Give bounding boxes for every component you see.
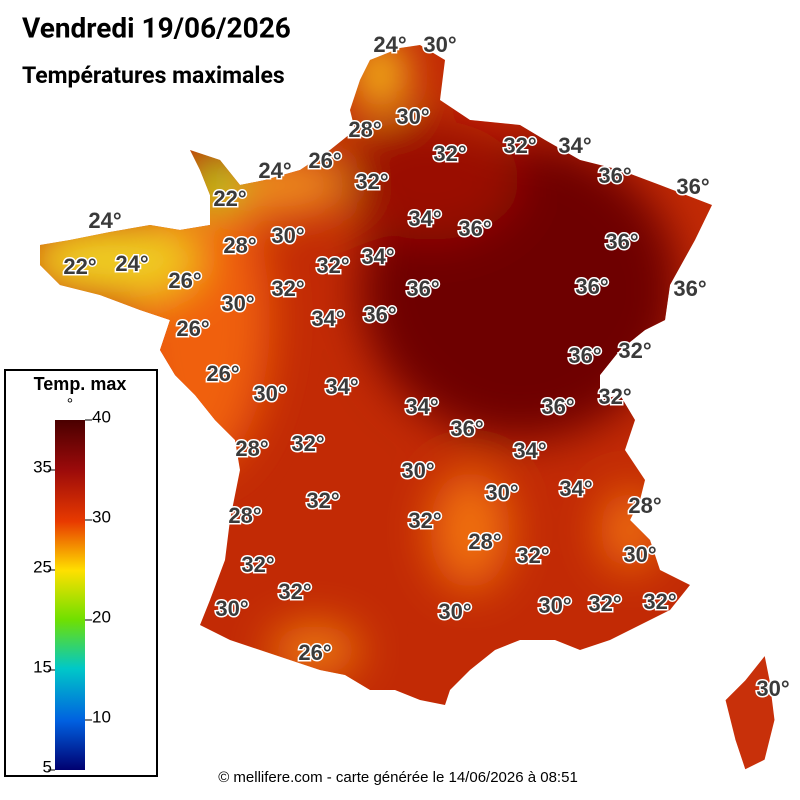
temperature-label: 36° xyxy=(458,216,491,241)
temperature-label: 36° xyxy=(673,276,706,301)
temperature-label: 32° xyxy=(516,543,549,568)
temperature-label: 34° xyxy=(361,244,394,269)
temperature-label: 32° xyxy=(433,141,466,166)
temperature-label: 32° xyxy=(278,579,311,604)
temperature-label: 22° xyxy=(213,186,246,211)
temperature-label: 34° xyxy=(405,394,438,419)
temperature-label: 36° xyxy=(575,274,608,299)
temperature-label: 36° xyxy=(605,229,638,254)
temperature-label: 32° xyxy=(241,552,274,577)
temperature-label: 30° xyxy=(485,480,518,505)
temperature-label: 28° xyxy=(348,117,381,142)
temperature-label: 30° xyxy=(221,291,254,316)
temperature-label: 32° xyxy=(316,253,349,278)
temperature-label: 24° xyxy=(115,251,148,276)
temperature-label: 26° xyxy=(176,316,209,341)
temperature-label: 34° xyxy=(325,374,358,399)
temperature-label: 36° xyxy=(541,394,574,419)
subtitle: Températures maximales xyxy=(22,62,285,89)
temperature-label: 36° xyxy=(406,276,439,301)
temperature-label: 26° xyxy=(308,148,341,173)
temperature-label: 34° xyxy=(408,206,441,231)
temperature-label: 36° xyxy=(568,343,601,368)
temperature-label: 36° xyxy=(363,302,396,327)
tick-label: 5 xyxy=(43,757,52,776)
tick-label: 35 xyxy=(33,457,52,476)
temperature-label: 30° xyxy=(623,542,656,567)
temperature-label: 30° xyxy=(396,104,429,129)
temperature-label: 32° xyxy=(291,431,324,456)
tick-label: 25 xyxy=(33,557,52,576)
temperature-label: 32° xyxy=(503,133,536,158)
tick-label: 10 xyxy=(92,707,111,726)
temperature-label: 30° xyxy=(438,599,471,624)
temperature-label: 26° xyxy=(206,361,239,386)
temperature-label: 30° xyxy=(215,596,248,621)
temperature-label: 28° xyxy=(628,493,661,518)
temperature-label: 32° xyxy=(271,276,304,301)
corsica xyxy=(724,653,776,771)
footer: © mellifere.com - carte générée le 14/06… xyxy=(218,769,578,786)
temperature-label: 32° xyxy=(598,384,631,409)
temperature-label: 30° xyxy=(271,223,304,248)
temperature-label: 30° xyxy=(423,32,456,57)
tick-label: 40 xyxy=(92,407,111,426)
temperature-label: 22° xyxy=(63,254,96,279)
tick-label: 15 xyxy=(33,657,52,676)
tick-label: 30 xyxy=(92,507,111,526)
temperature-label: 32° xyxy=(355,169,388,194)
legend-title: Temp. max xyxy=(34,374,127,394)
temperature-label: 28° xyxy=(223,233,256,258)
temperature-label: 24° xyxy=(88,208,121,233)
temperature-label: 32° xyxy=(588,591,621,616)
temperature-label: 34° xyxy=(311,306,344,331)
temperature-label: 26° xyxy=(168,268,201,293)
legend-unit: ° xyxy=(67,396,73,413)
temperature-label: 30° xyxy=(253,381,286,406)
temperature-label: 28° xyxy=(468,529,501,554)
temperature-label: 30° xyxy=(756,676,789,701)
temperature-label: 36° xyxy=(676,174,709,199)
legend: Temp. max ° 40 35 30 25 20 15 10 5 xyxy=(4,369,158,777)
temperature-label: 30° xyxy=(401,458,434,483)
colorbar xyxy=(55,420,85,770)
temperature-label: 30° xyxy=(538,593,571,618)
temperature-label: 34° xyxy=(513,438,546,463)
temperature-label: 24° xyxy=(373,32,406,57)
temperature-label: 34° xyxy=(558,133,591,158)
tick-label: 20 xyxy=(92,607,111,626)
temperature-label: 32° xyxy=(618,338,651,363)
title: Vendredi 19/06/2026 xyxy=(22,11,291,44)
temperature-label: 32° xyxy=(306,488,339,513)
temperature-label: 26° xyxy=(298,640,331,665)
temperature-label: 36° xyxy=(598,163,631,188)
temperature-label: 28° xyxy=(228,503,261,528)
temperature-label: 32° xyxy=(408,508,441,533)
temperature-label: 32° xyxy=(643,589,676,614)
temperature-label: 28° xyxy=(235,436,268,461)
temperature-label: 36° xyxy=(450,416,483,441)
temperature-label: 34° xyxy=(559,476,592,501)
temperature-label: 24° xyxy=(258,158,291,183)
